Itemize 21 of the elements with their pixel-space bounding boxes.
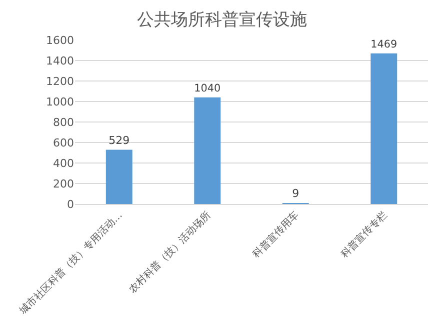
y-tick-label: 600: [53, 136, 74, 150]
y-tick-label: 1600: [46, 34, 74, 47]
data-label: 529: [108, 134, 130, 147]
y-tick-label: 0: [67, 198, 74, 211]
chart-title: 公共场所科普宣传设施: [137, 10, 307, 30]
x-tick-label: 科普宣传用车: [250, 209, 302, 260]
y-tick-label: 1200: [46, 74, 74, 88]
y-tick-label: 400: [53, 156, 74, 170]
y-tick-label: 1000: [46, 95, 74, 108]
y-tick-label: 800: [53, 116, 74, 129]
y-tick-label: 200: [53, 177, 74, 190]
bar: [370, 53, 398, 204]
bar: [194, 97, 221, 204]
x-tick-label: 科普宣传专栏: [338, 209, 390, 260]
data-label: 9: [292, 187, 300, 200]
x-tick-label: 农村科普（技）活动场所: [126, 209, 214, 296]
data-label: 1040: [194, 82, 221, 95]
bar: [106, 150, 132, 204]
data-label: 1469: [370, 38, 398, 51]
x-tick-label: 城市社区科普（技）专用活动…: [16, 209, 125, 318]
y-tick-label: 1400: [46, 54, 74, 68]
